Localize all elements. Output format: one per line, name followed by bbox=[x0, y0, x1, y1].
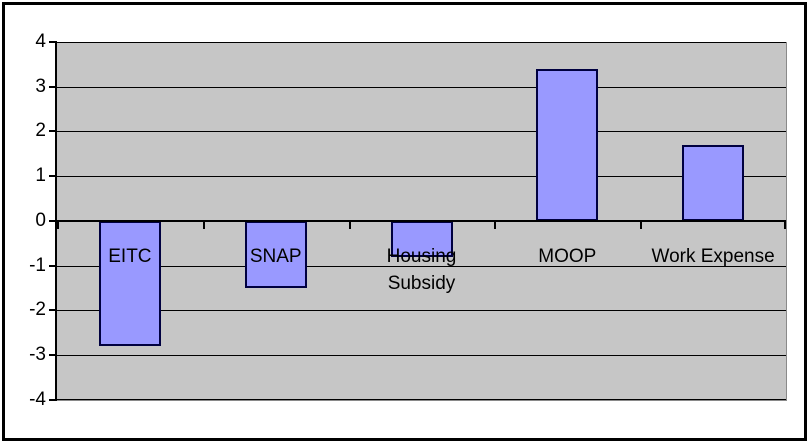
bar-work-expense bbox=[682, 144, 745, 221]
category-axis-tick bbox=[494, 219, 497, 229]
category-axis-tick bbox=[348, 219, 351, 229]
gridline bbox=[57, 399, 786, 400]
bar-housing-subsidy bbox=[390, 220, 453, 257]
category-axis-tick bbox=[784, 219, 786, 229]
category-axis-tick bbox=[57, 219, 59, 229]
zero-axis-line bbox=[57, 219, 786, 222]
category-label-moop: MOOP bbox=[538, 246, 597, 267]
gridline bbox=[57, 265, 786, 267]
bar-moop bbox=[536, 68, 599, 221]
y-axis-tick bbox=[49, 41, 57, 43]
y-axis-tick-label: 3 bbox=[35, 75, 46, 97]
plot-area bbox=[57, 42, 787, 401]
y-axis-tick-label: 4 bbox=[35, 31, 46, 52]
y-axis-tick-label: -3 bbox=[29, 343, 46, 365]
category-axis-tick bbox=[640, 219, 643, 229]
y-axis-tick bbox=[49, 353, 57, 356]
bar-snap bbox=[244, 220, 307, 288]
y-axis-tick-label: -1 bbox=[29, 254, 46, 276]
y-axis-tick bbox=[49, 130, 57, 133]
gridline bbox=[57, 86, 786, 88]
gridline bbox=[57, 176, 786, 178]
gridline bbox=[57, 42, 786, 43]
y-axis-tick-label: -4 bbox=[29, 388, 46, 410]
category-label-snap: SNAP bbox=[249, 246, 302, 267]
category-label-eitc: EITC bbox=[108, 246, 152, 267]
y-axis-tick bbox=[49, 309, 57, 312]
y-axis-tick bbox=[49, 175, 57, 178]
gridline bbox=[57, 354, 786, 356]
y-axis-tick-label: 2 bbox=[35, 120, 46, 142]
y-axis-tick-label: 1 bbox=[35, 165, 46, 187]
y-axis-tick bbox=[49, 219, 57, 222]
y-axis-tick bbox=[49, 264, 57, 267]
gridline bbox=[57, 310, 786, 312]
y-axis-tick-label: 0 bbox=[35, 209, 46, 231]
y-axis-tick-label: -2 bbox=[29, 299, 46, 321]
y-axis-tick bbox=[49, 398, 57, 401]
category-label-housing-subsidy: Housing Subsidy bbox=[386, 246, 457, 294]
gridline bbox=[57, 131, 786, 133]
category-axis-tick bbox=[202, 219, 205, 229]
y-axis-tick bbox=[49, 85, 57, 88]
category-label-work-expense: Work Expense bbox=[651, 246, 775, 267]
bar-eitc bbox=[98, 220, 161, 346]
